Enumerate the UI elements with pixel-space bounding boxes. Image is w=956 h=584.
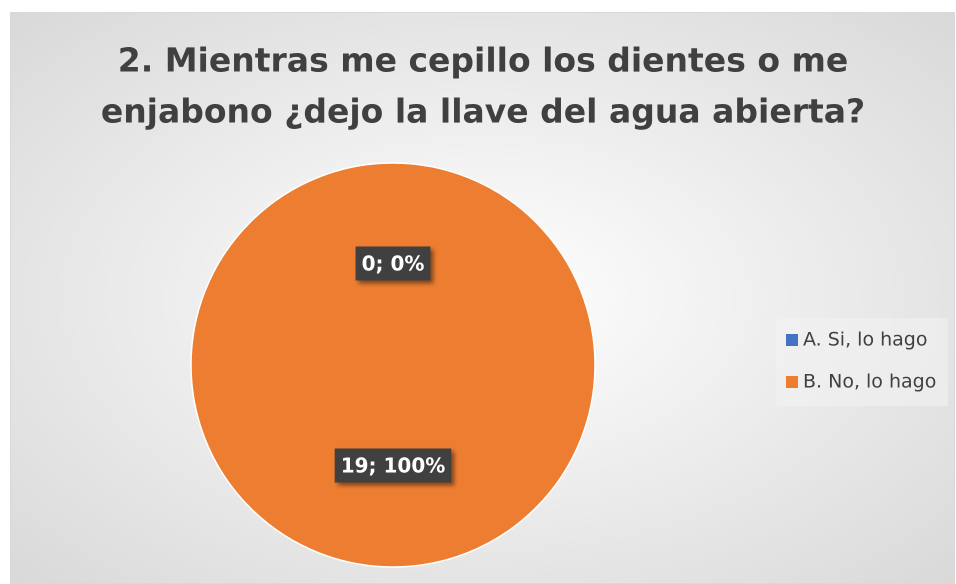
legend-label: B. No, lo hago [803, 371, 936, 393]
data-label-box [334, 448, 452, 483]
legend-swatch [786, 376, 798, 388]
data-label: 19; 100% [341, 454, 446, 478]
pie-slice [190, 162, 596, 568]
legend-label: A. Si, lo hago [803, 329, 927, 351]
chart-title: 2. Mientras me cepillo los dientes o me [118, 41, 849, 80]
data-label-box [355, 246, 431, 281]
chart-title: enjabono ¿dejo la llave del agua abierta… [101, 92, 865, 131]
legend-swatch [786, 334, 798, 346]
data-label: 0; 0% [362, 252, 425, 276]
legend-box [776, 318, 948, 406]
